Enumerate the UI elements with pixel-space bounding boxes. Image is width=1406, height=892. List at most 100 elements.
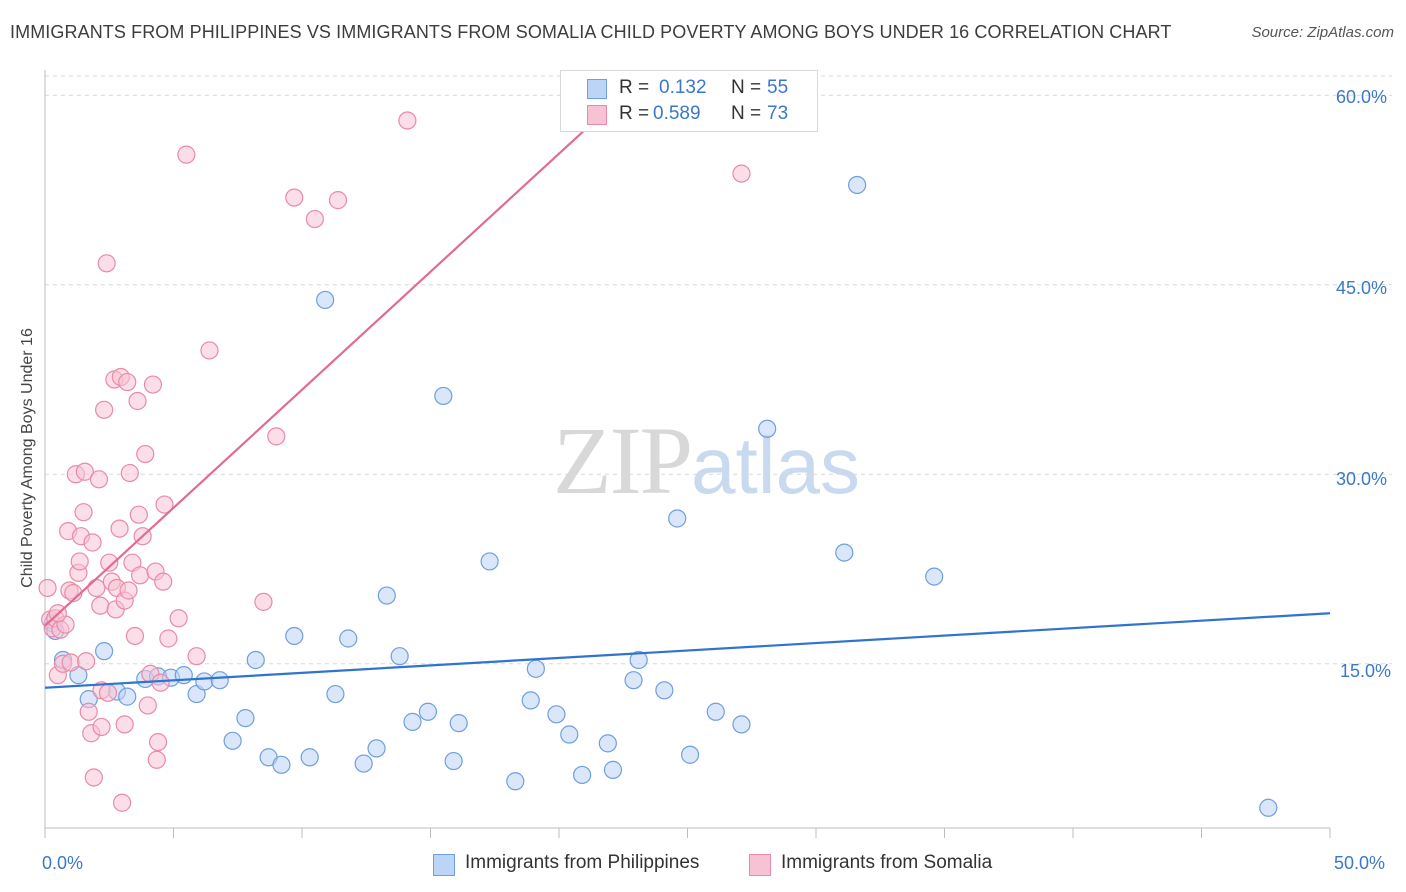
data-point <box>136 444 155 464</box>
data-point <box>706 702 725 721</box>
data-point <box>624 671 643 690</box>
data-point <box>155 495 174 514</box>
data-point <box>398 111 417 130</box>
data-point <box>285 188 304 207</box>
data-point <box>267 427 286 446</box>
data-point <box>326 684 345 704</box>
correlation-legend: R = 0.132 N = 55 R = 0.589 N = 73 <box>560 70 818 132</box>
y-tick-label: 30.0% <box>1336 469 1388 489</box>
data-point <box>110 519 129 538</box>
legend-label: Immigrants from Somalia <box>781 852 993 873</box>
data-point <box>83 533 102 552</box>
data-point <box>210 671 229 690</box>
somalia-swatch <box>587 105 607 125</box>
data-point <box>434 386 453 406</box>
data-point <box>547 705 566 724</box>
r-label: R = <box>619 103 650 124</box>
data-point <box>200 341 219 360</box>
data-point <box>70 552 89 571</box>
data-point <box>835 543 854 562</box>
data-point <box>177 145 196 164</box>
data-point <box>79 702 98 721</box>
data-point <box>377 586 396 605</box>
data-point <box>758 419 777 438</box>
philippines-trend-line <box>44 612 1331 689</box>
data-point <box>125 626 145 646</box>
data-point <box>75 462 94 481</box>
data-point <box>159 629 178 648</box>
data-point <box>118 372 137 392</box>
data-point <box>254 592 273 611</box>
data-point <box>195 672 214 691</box>
data-point <box>449 714 468 733</box>
x-tick-label: 50.0% <box>1334 853 1386 873</box>
x-tick-label: 0.0% <box>42 853 84 873</box>
data-point <box>129 505 148 524</box>
n-value: 73 <box>767 103 789 124</box>
r-value: 0.132 <box>659 77 707 98</box>
data-point <box>418 702 438 721</box>
watermark-atlas: atlas <box>691 421 860 510</box>
data-point <box>480 552 499 571</box>
data-point <box>655 681 674 700</box>
data-point <box>925 567 944 586</box>
data-point <box>148 732 168 752</box>
somalia-points <box>38 111 751 812</box>
data-point <box>95 400 114 419</box>
data-point <box>598 734 617 753</box>
data-point <box>272 755 291 774</box>
data-point <box>390 647 409 666</box>
watermark-zip: ZIP <box>553 407 693 514</box>
n-label: N = <box>731 77 762 98</box>
data-point <box>97 254 116 273</box>
data-point <box>87 578 106 598</box>
data-point <box>236 708 255 728</box>
n-label: N = <box>731 103 762 124</box>
data-point <box>119 581 138 600</box>
data-point <box>77 652 96 671</box>
data-point <box>98 683 118 702</box>
data-point <box>138 696 157 715</box>
data-point <box>143 375 163 394</box>
y-tick-label: 45.0% <box>1336 278 1388 298</box>
somalia-trend-line <box>44 103 614 627</box>
data-point <box>300 748 319 767</box>
legend-label: Immigrants from Philippines <box>465 852 700 873</box>
data-point <box>74 503 93 522</box>
data-point <box>115 715 134 734</box>
y-axis-label: Child Poverty Among Boys Under 16 <box>19 328 36 588</box>
data-point <box>118 687 137 706</box>
data-point <box>91 596 110 615</box>
data-point <box>246 650 265 670</box>
data-point <box>367 739 386 758</box>
data-point <box>285 626 304 646</box>
data-point <box>151 673 170 692</box>
data-point <box>223 731 242 750</box>
chart-title: IMMIGRANTS FROM PHILIPPINES VS IMMIGRANT… <box>10 22 1172 42</box>
data-point <box>560 725 579 744</box>
data-point <box>403 712 422 731</box>
data-point <box>521 691 540 710</box>
data-point <box>128 391 147 411</box>
data-point <box>680 745 700 764</box>
data-point <box>848 175 867 195</box>
data-point <box>339 629 358 648</box>
axes <box>44 70 1331 838</box>
data-point <box>84 768 103 787</box>
data-point <box>732 715 751 734</box>
data-point <box>603 760 623 779</box>
data-point <box>120 463 139 483</box>
data-point <box>38 578 57 598</box>
y-tick-label: 15.0% <box>1340 661 1392 681</box>
data-point <box>305 209 324 229</box>
data-point <box>147 750 166 769</box>
gridlines <box>45 75 1392 665</box>
source-credit: Source: ZipAtlas.com <box>1251 24 1394 41</box>
data-point <box>187 647 206 666</box>
data-point <box>61 653 80 672</box>
data-point <box>100 553 119 572</box>
data-point <box>169 609 188 628</box>
philippines-points <box>43 175 1278 817</box>
data-point <box>732 164 751 183</box>
